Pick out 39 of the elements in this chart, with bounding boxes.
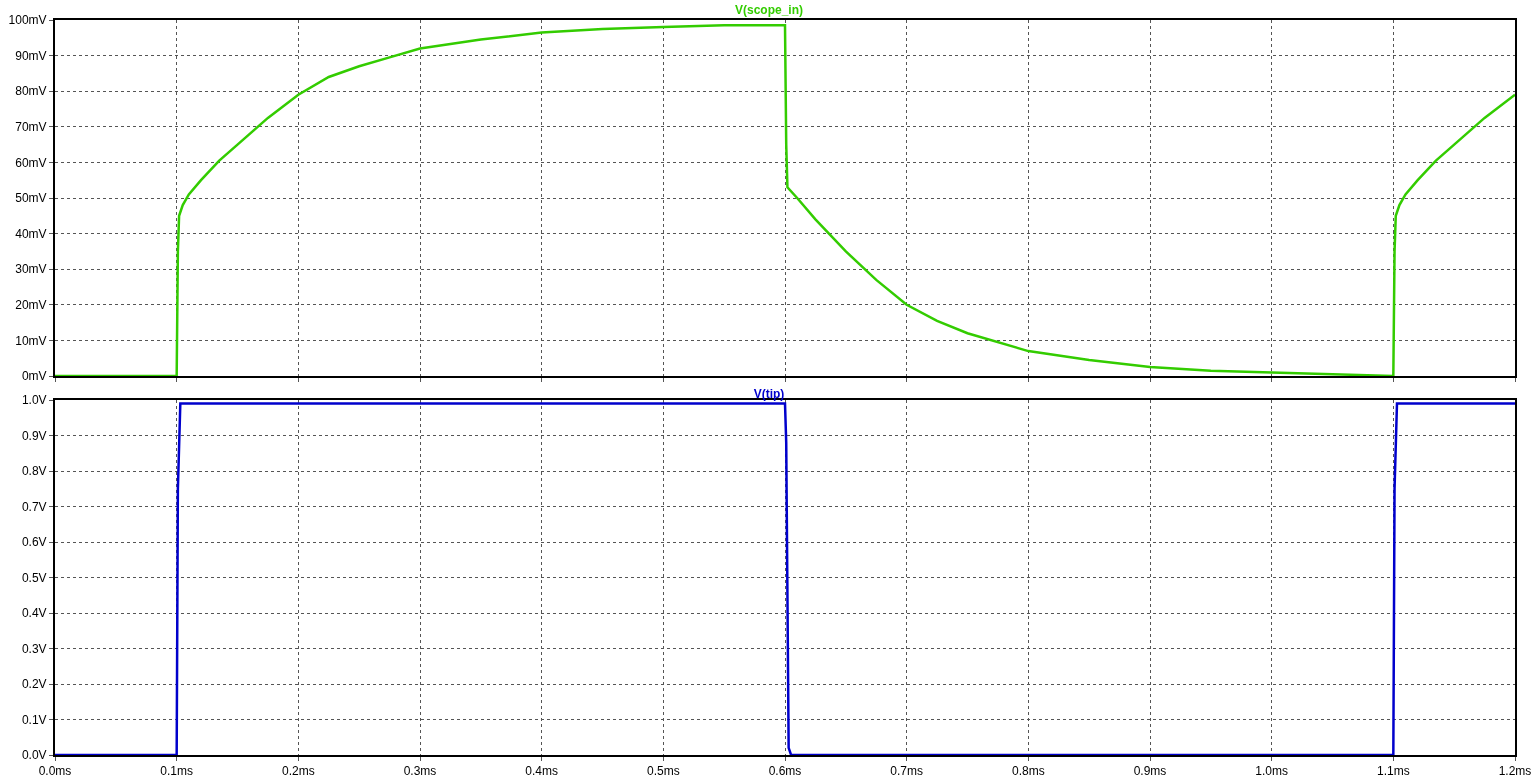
y-tick-label: 40mV — [15, 226, 47, 241]
chart-title: V(tip) — [753, 387, 785, 402]
y-tick-label: 0.8V — [21, 464, 47, 479]
y-tick-label: 30mV — [15, 262, 47, 277]
line-series — [55, 24, 1515, 376]
y-tick-label: 80mV — [15, 84, 47, 99]
x-tick-label: 0.9ms — [1133, 764, 1167, 779]
x-tick-label: 0.6ms — [768, 764, 802, 779]
y-tick-label: 60mV — [15, 155, 47, 170]
line-series — [55, 402, 1515, 755]
x-tick-label: 1.1ms — [1376, 764, 1410, 779]
x-tick-label: 0.2ms — [281, 764, 315, 779]
x-tick-label: 0.8ms — [1011, 764, 1045, 779]
y-tick-label: 90mV — [15, 48, 47, 63]
y-tick-label: 0mV — [21, 369, 47, 384]
y-tick-label: 10mV — [15, 333, 47, 348]
y-tick-label: 0.0V — [21, 748, 47, 763]
x-tick-label: 1.2ms — [1498, 764, 1532, 779]
x-tick-label: 0.3ms — [403, 764, 437, 779]
y-tick-label: 1.0V — [21, 393, 47, 408]
x-tick-label: 0.7ms — [890, 764, 924, 779]
y-tick-label: 100mV — [8, 13, 47, 28]
y-tick-label: 50mV — [15, 191, 47, 206]
x-tick-label: 0.4ms — [525, 764, 559, 779]
y-tick-label: 0.3V — [21, 641, 47, 656]
x-tick-label: 0.5ms — [646, 764, 680, 779]
y-tick-label: 0.2V — [21, 677, 47, 692]
y-tick-label: 0.7V — [21, 499, 47, 514]
y-tick-label: 0.1V — [21, 712, 47, 727]
y-tick-label: 0.4V — [21, 606, 47, 621]
y-tick-label: 70mV — [15, 120, 47, 134]
y-tick-label: 0.9V — [21, 428, 47, 443]
chart-title: V(scope_in) — [734, 3, 804, 18]
y-tick-label: 0.6V — [21, 535, 47, 550]
x-tick-label: 0.0ms — [38, 764, 72, 779]
y-tick-label: 0.5V — [21, 570, 47, 585]
x-tick-label: 0.1ms — [160, 764, 194, 779]
y-tick-label: 20mV — [15, 298, 47, 312]
x-tick-label: 1.0ms — [1255, 764, 1289, 779]
